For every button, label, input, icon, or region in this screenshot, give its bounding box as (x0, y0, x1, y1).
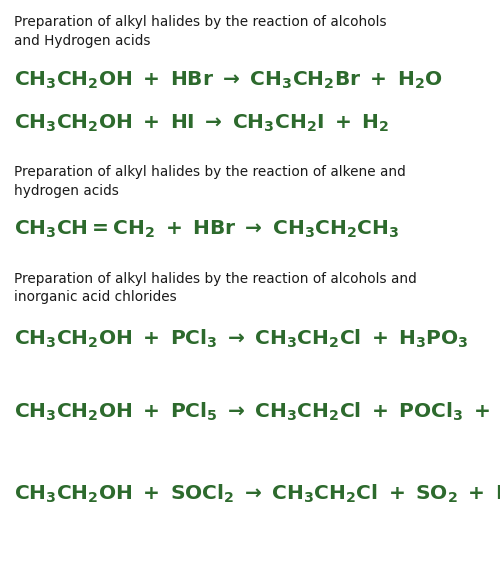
Text: Preparation of alkyl halides by the reaction of alcohols and
inorganic acid chlo: Preparation of alkyl halides by the reac… (14, 272, 417, 305)
Text: $\mathbf{CH_3CH_2OH\ +\ HBr\ \rightarrow\ CH_3CH_2Br\ +\ H_2O}$: $\mathbf{CH_3CH_2OH\ +\ HBr\ \rightarrow… (14, 70, 443, 91)
Text: Preparation of alkyl halides by the reaction of alcohols
and Hydrogen acids: Preparation of alkyl halides by the reac… (14, 15, 386, 48)
Text: $\mathbf{CH_3CH_2OH\ +\ SOCl_2\ \rightarrow\ CH_3CH_2Cl\ +\ SO_2\ +\ HCl}$: $\mathbf{CH_3CH_2OH\ +\ SOCl_2\ \rightar… (14, 482, 500, 505)
Text: $\mathbf{CH_3CH_2OH\ +\ HI\ \rightarrow\ CH_3CH_2I\ +\ H_2}$: $\mathbf{CH_3CH_2OH\ +\ HI\ \rightarrow\… (14, 112, 390, 134)
Text: Preparation of alkyl halides by the reaction of alkene and
hydrogen acids: Preparation of alkyl halides by the reac… (14, 165, 406, 198)
Text: $\mathbf{CH_3CH_2OH\ +\ PCl_5\ \rightarrow\ CH_3CH_2Cl\ +\ POCl_3\ +\ HCl}$: $\mathbf{CH_3CH_2OH\ +\ PCl_5\ \rightarr… (14, 401, 500, 424)
Text: $\mathbf{CH_3CH_2OH\ +\ PCl_3\ \rightarrow\ CH_3CH_2Cl\ +\ H_3PO_3}$: $\mathbf{CH_3CH_2OH\ +\ PCl_3\ \rightarr… (14, 328, 468, 351)
Text: $\mathbf{CH_3CH{=}CH_2\ +\ HBr\ \rightarrow\ CH_3CH_2CH_3}$: $\mathbf{CH_3CH{=}CH_2\ +\ HBr\ \rightar… (14, 219, 399, 240)
